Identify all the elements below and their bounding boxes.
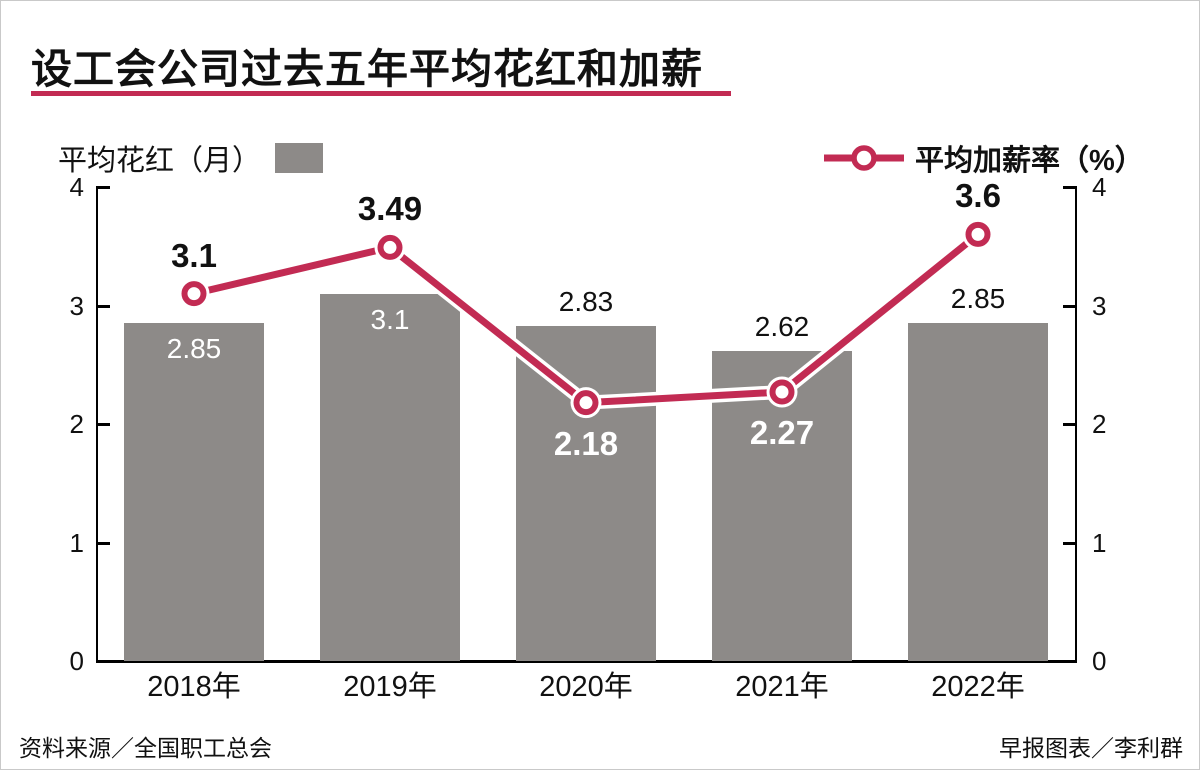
y-axis-tick-label-left: 1 [69, 527, 84, 558]
y-axis-tick-label-left: 0 [69, 646, 84, 676]
legend-bonus-label: 平均花红（月） [58, 145, 262, 177]
y-tick-left [96, 423, 110, 426]
y-axis-tick-label-left: 4 [69, 172, 84, 202]
y-axis-tick-label-right: 4 [1092, 172, 1107, 202]
y-tick-left [96, 304, 110, 308]
bar-value-label: 2.85 [166, 333, 222, 365]
y-axis-tick-label-right: 3 [1092, 290, 1107, 321]
y-axis-tick-label-right: 1 [1092, 527, 1107, 558]
title-underline [31, 91, 731, 96]
bar-2018年 [124, 323, 264, 661]
source-note: 资料来源／全国职工总会 [19, 735, 272, 761]
y-axis-tick-label-right: 2 [1092, 409, 1107, 439]
legend-bonus: 平均花红（月） [58, 137, 324, 179]
rate-value-label: 2.18 [553, 424, 619, 462]
x-axis-label: 2020年 [539, 671, 633, 703]
y-tick-right [1063, 304, 1077, 308]
rate-value-label: 3.49 [357, 190, 423, 228]
rate-value-label: 3.6 [955, 177, 1001, 215]
y-tick-right [1063, 186, 1077, 189]
line-point [965, 221, 991, 247]
y-tick-left [96, 660, 110, 663]
legend-rate: 平均加薪率（%） [821, 137, 1144, 179]
y-tick-left [96, 186, 110, 189]
rate-value-label: 3.1 [171, 236, 217, 274]
bar-value-label: 2.85 [950, 283, 1006, 315]
y-tick-left [96, 541, 110, 545]
bar-2019年 [320, 293, 460, 661]
x-axis [96, 660, 1077, 663]
y-tick-right [1063, 541, 1077, 545]
y-tick-right [1063, 660, 1077, 663]
line-point [377, 234, 403, 260]
y-axis-tick-label-left: 2 [69, 409, 84, 439]
rate-value-label: 2.27 [749, 414, 815, 451]
x-axis-label: 2018年 [147, 671, 241, 703]
line-marker-icon [824, 145, 904, 171]
x-axis-label: 2022年 [931, 671, 1025, 703]
bar-value-label: 2.83 [558, 285, 614, 317]
line-point [181, 281, 207, 307]
legend-rate-label: 平均加薪率（%） [915, 145, 1144, 177]
bar-value-label: 2.62 [754, 310, 810, 342]
bar-color-swatch [275, 143, 324, 173]
bar-2020年 [516, 325, 656, 661]
x-axis-label: 2021年 [735, 671, 829, 703]
y-axis-tick-label-left: 3 [69, 290, 84, 321]
line-point [769, 379, 795, 405]
line-point [573, 390, 599, 416]
y-tick-right [1063, 423, 1077, 426]
y-axis-tick-label-right: 0 [1092, 646, 1107, 676]
bar-2022年 [908, 323, 1048, 661]
bar-value-label: 3.1 [370, 303, 410, 335]
x-axis-label: 2019年 [343, 671, 437, 703]
credit-note: 早报图表／李利群 [999, 735, 1183, 761]
chart-title: 设工会公司过去五年平均花红和加薪 [31, 46, 703, 92]
